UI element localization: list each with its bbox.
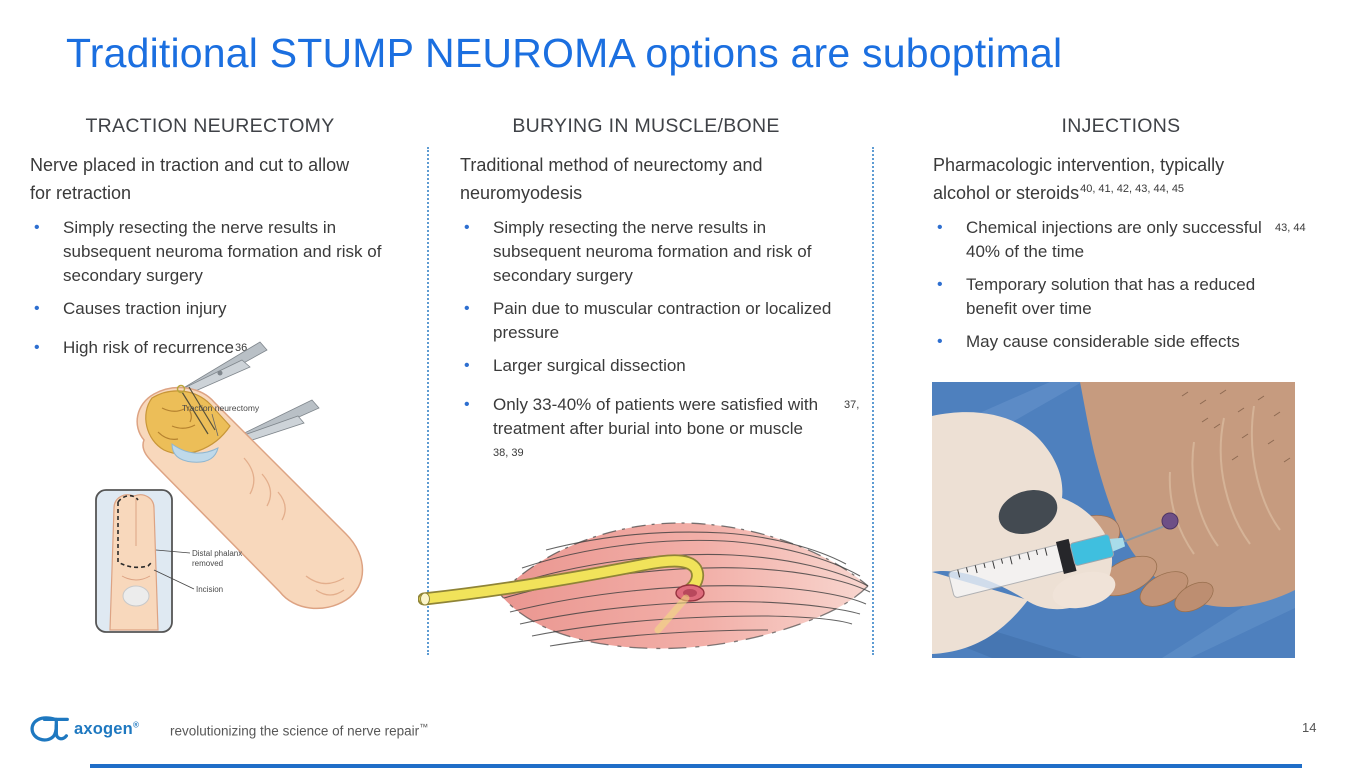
- column-divider: [872, 147, 874, 655]
- hair-texture: [1181, 389, 1291, 463]
- bullet-item: Causes traction injury: [30, 297, 398, 327]
- bullet-item: Pain due to muscular contraction or loca…: [460, 297, 870, 345]
- column-divider: [427, 147, 429, 655]
- bullet-item: High risk of recurrence36: [30, 336, 398, 366]
- foot: [1080, 382, 1295, 608]
- figure-label-removed: removed: [192, 559, 223, 568]
- figure-label-traction-neurectomy: Traction neurectomy: [182, 403, 260, 413]
- bullet-list-burying: Simply resecting the nerve results in su…: [460, 216, 870, 471]
- bullet-item: Temporary solution that has a reduced be…: [933, 273, 1333, 321]
- tagline-text: revolutionizing the science of nerve rep…: [170, 723, 420, 739]
- injection-site-marker: [1161, 512, 1179, 530]
- column-header-traction: TRACTION NEURECTOMY: [85, 115, 335, 137]
- bullet-item: May cause considerable side effects: [933, 330, 1333, 360]
- bullet-item: Only 33-40% of patients were satisfied w…: [460, 393, 870, 471]
- muscle-illustration: [418, 522, 871, 650]
- muscle-striations: [503, 531, 871, 647]
- axogen-logo-icon: [30, 716, 69, 742]
- bullet-item: Simply resecting the nerve results in su…: [30, 216, 398, 288]
- bullet-text: Simply resecting the nerve results in su…: [63, 218, 382, 285]
- injection-photo: [932, 382, 1295, 658]
- bullet-item: Chemical injections are only successful …: [933, 216, 1333, 264]
- axogen-logo-text: axogen®: [74, 720, 139, 739]
- column-header-injections: INJECTIONS: [1061, 115, 1181, 137]
- scissors-icon: [179, 341, 268, 397]
- bullet-ref-superscript: 36: [235, 342, 248, 354]
- column-burying-in-muscle-bone: BURYING IN MUSCLE/BONE Traditional metho…: [460, 115, 870, 480]
- bullet-text: Temporary solution that has a reduced be…: [966, 275, 1256, 318]
- column-intro-injections: Pharmacologic intervention, typically al…: [933, 153, 1269, 205]
- bullet-text: High risk of recurrence: [63, 338, 235, 357]
- bullet-text: Larger surgical dissection: [493, 356, 686, 375]
- gloved-finger: [1052, 571, 1116, 609]
- bullet-ref-superscript: 37, 38, 39: [493, 399, 860, 459]
- finger-illustration: Traction neurectomy Distal phalanx remov…: [95, 341, 364, 633]
- column-intro-traction: Nerve placed in traction and cut to allo…: [30, 153, 350, 205]
- slide-title: Traditional STUMP NEUROMA options are su…: [66, 30, 1063, 76]
- figure-label-distal-phalanx: Distal phalanx: [192, 549, 242, 558]
- intro-text: Pharmacologic intervention, typically al…: [933, 155, 1225, 203]
- column-injections: INJECTIONS Pharmacologic intervention, t…: [933, 115, 1333, 369]
- bullet-item: Simply resecting the nerve results in su…: [460, 216, 870, 288]
- bullet-text: Simply resecting the nerve results in su…: [493, 218, 812, 285]
- column-traction-neurectomy: TRACTION NEURECTOMY Nerve placed in trac…: [30, 115, 422, 375]
- bullet-text: Causes traction injury: [63, 299, 227, 318]
- syringe: [948, 525, 1164, 598]
- column-header-burying: BURYING IN MUSCLE/BONE: [512, 115, 780, 137]
- bullet-ref-superscript: 43, 44: [1275, 222, 1306, 234]
- bullet-text: May cause considerable side effects: [966, 332, 1240, 351]
- bullet-text: Chemical injections are only successful …: [966, 218, 1262, 261]
- intro-text: Traditional method of neurectomy and neu…: [460, 155, 763, 203]
- page-number: 14: [1302, 720, 1317, 735]
- trademark-mark: ™: [419, 722, 429, 732]
- column-intro-burying: Traditional method of neurectomy and neu…: [460, 153, 796, 205]
- bullet-text: Only 33-40% of patients were satisfied w…: [493, 395, 819, 438]
- bullet-item: Larger surgical dissection: [460, 354, 870, 384]
- intro-text: Nerve placed in traction and cut to allo…: [30, 155, 350, 203]
- registered-mark: ®: [132, 720, 140, 730]
- footer-tagline: revolutionizing the science of nerve rep…: [170, 722, 428, 739]
- figure-label-incision: Incision: [196, 585, 223, 594]
- veins: [1168, 405, 1281, 555]
- bullet-text: Pain due to muscular contraction or loca…: [493, 299, 832, 342]
- footer-accent-bar: [90, 764, 1302, 768]
- bullet-list-traction: Simply resecting the nerve results in su…: [30, 216, 422, 366]
- bullet-list-injections: Chemical injections are only successful …: [933, 216, 1333, 360]
- intro-ref-superscript: 40, 41, 42, 43, 44, 45: [1080, 183, 1185, 195]
- logo-wordmark: axogen: [74, 720, 133, 738]
